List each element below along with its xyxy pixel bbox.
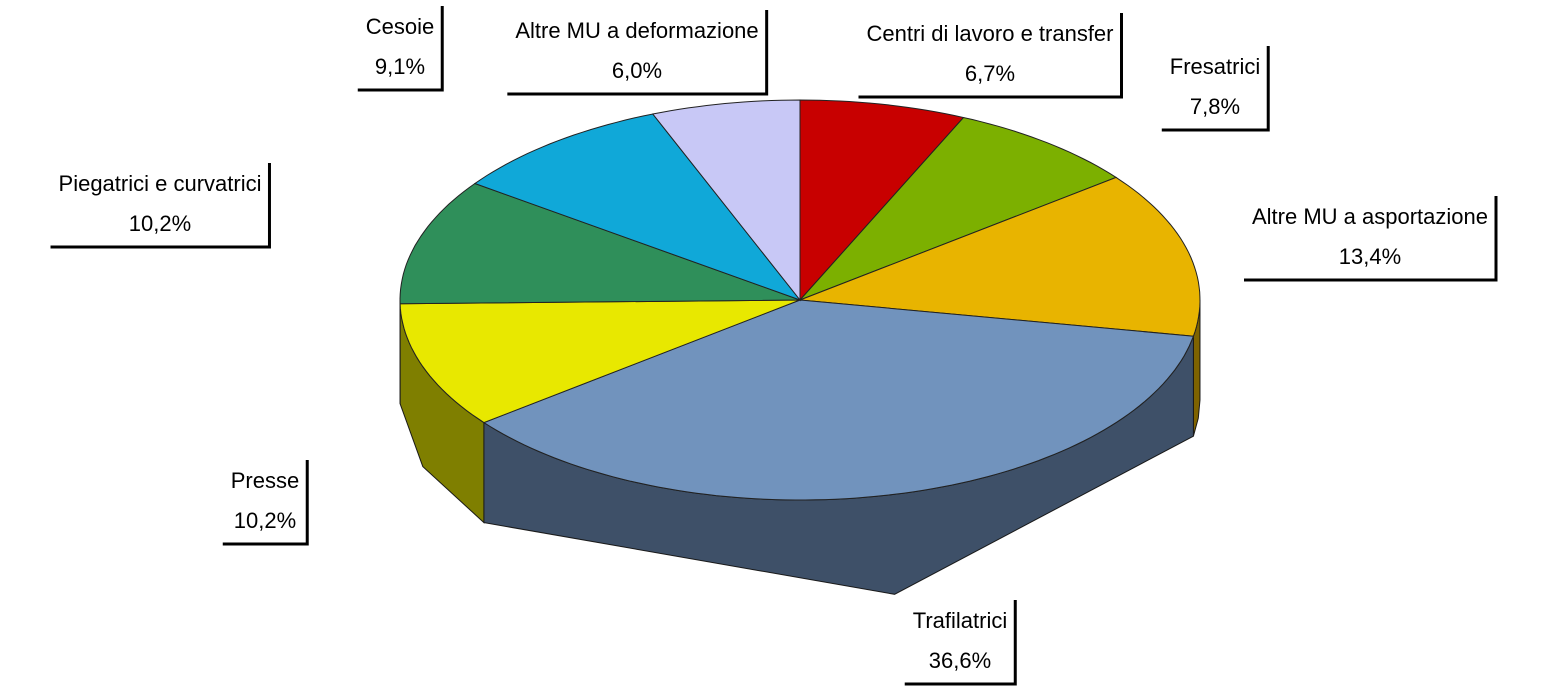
slice bbox=[799, 116, 1118, 301]
slice-value-label: 10,2% bbox=[234, 508, 296, 533]
slice bbox=[399, 182, 801, 305]
slice-label: Cesoie bbox=[366, 14, 434, 39]
slice-label: Trafilatrici bbox=[913, 608, 1008, 633]
slice-side-shade bbox=[400, 303, 484, 523]
label-bracket bbox=[1244, 196, 1498, 282]
slice bbox=[473, 113, 802, 302]
slice-side-shade bbox=[483, 336, 1194, 595]
slice-label: Presse bbox=[231, 468, 299, 493]
slice bbox=[651, 99, 801, 302]
slice-label: Centri di lavoro e transfer bbox=[867, 21, 1114, 46]
slice bbox=[399, 299, 801, 424]
slice-label: Piegatrici e curvatrici bbox=[59, 171, 262, 196]
label-bracket bbox=[357, 6, 444, 92]
slice-value-label: 7,8% bbox=[1190, 94, 1240, 119]
slice-label: Altre MU a asportazione bbox=[1252, 204, 1488, 229]
slice-side-shade bbox=[1193, 300, 1200, 437]
label-bracket bbox=[507, 10, 769, 96]
slice-value-label: 36,6% bbox=[929, 648, 991, 673]
slice bbox=[799, 176, 1201, 337]
slice-value-label: 6,7% bbox=[965, 61, 1015, 86]
slice-label: Fresatrici bbox=[1170, 54, 1260, 79]
slice-value-label: 10,2% bbox=[129, 211, 191, 236]
label-bracket bbox=[1161, 46, 1270, 132]
slice-value-label: 13,4% bbox=[1339, 244, 1401, 269]
slice-value-label: 9,1% bbox=[375, 54, 425, 79]
slice bbox=[799, 99, 965, 302]
slice bbox=[482, 299, 1195, 501]
slice-value-label: 6,0% bbox=[612, 58, 662, 83]
slice-label: Altre MU a deformazione bbox=[515, 18, 758, 43]
label-bracket bbox=[50, 163, 271, 249]
label-bracket bbox=[858, 13, 1123, 99]
label-bracket bbox=[222, 460, 309, 546]
label-bracket bbox=[904, 600, 1017, 686]
